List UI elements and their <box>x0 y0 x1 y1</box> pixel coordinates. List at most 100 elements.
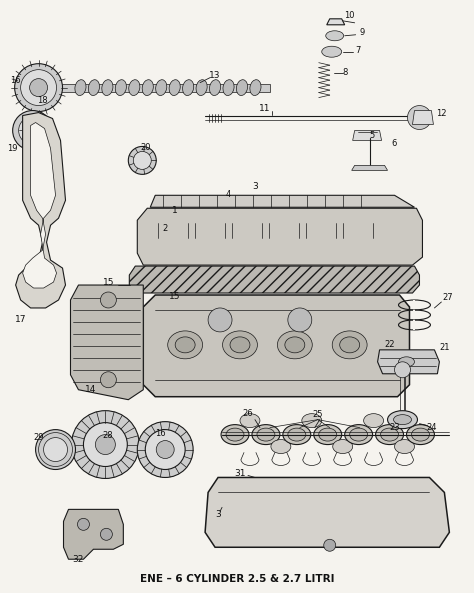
Text: 24: 24 <box>426 423 437 432</box>
Ellipse shape <box>175 337 195 353</box>
Circle shape <box>128 146 156 174</box>
Polygon shape <box>64 509 123 559</box>
Polygon shape <box>378 350 439 374</box>
Ellipse shape <box>223 79 234 95</box>
Polygon shape <box>413 320 416 330</box>
Circle shape <box>145 429 185 470</box>
Ellipse shape <box>350 428 368 441</box>
Circle shape <box>133 151 151 170</box>
Polygon shape <box>143 295 410 397</box>
Ellipse shape <box>399 357 414 367</box>
Ellipse shape <box>388 411 418 429</box>
Polygon shape <box>129 266 419 293</box>
Text: 4: 4 <box>226 190 231 199</box>
Text: 22: 22 <box>384 340 395 349</box>
Circle shape <box>100 292 116 308</box>
Ellipse shape <box>302 414 322 428</box>
Text: 10: 10 <box>345 11 355 20</box>
Ellipse shape <box>196 79 207 95</box>
Text: 7: 7 <box>355 46 360 55</box>
Text: 6: 6 <box>392 139 397 148</box>
Text: 1: 1 <box>173 206 178 215</box>
Ellipse shape <box>142 79 153 95</box>
Ellipse shape <box>115 79 127 95</box>
Ellipse shape <box>250 79 261 95</box>
Ellipse shape <box>326 31 344 41</box>
Polygon shape <box>413 300 416 310</box>
Text: 19: 19 <box>8 144 18 153</box>
Polygon shape <box>16 113 65 308</box>
Ellipse shape <box>88 79 100 95</box>
Ellipse shape <box>257 428 275 441</box>
Text: 26: 26 <box>243 409 253 418</box>
Text: 21: 21 <box>439 343 450 352</box>
Ellipse shape <box>271 439 291 454</box>
Circle shape <box>72 411 139 479</box>
Ellipse shape <box>237 79 247 95</box>
Ellipse shape <box>222 331 257 359</box>
Polygon shape <box>353 130 382 141</box>
Text: 11: 11 <box>259 104 271 113</box>
Polygon shape <box>150 195 414 208</box>
Text: 14: 14 <box>85 385 96 394</box>
Text: 2: 2 <box>163 224 168 232</box>
Ellipse shape <box>411 428 429 441</box>
Ellipse shape <box>283 425 311 445</box>
Circle shape <box>77 518 90 530</box>
Polygon shape <box>71 285 143 400</box>
Ellipse shape <box>407 425 434 445</box>
Polygon shape <box>58 84 270 91</box>
Circle shape <box>18 117 46 145</box>
Polygon shape <box>327 19 345 25</box>
Text: 29: 29 <box>33 433 44 442</box>
Ellipse shape <box>364 414 383 428</box>
Circle shape <box>208 308 232 332</box>
Text: 5: 5 <box>369 131 374 140</box>
Text: 17: 17 <box>15 315 27 324</box>
Text: 15: 15 <box>169 292 181 301</box>
Ellipse shape <box>394 439 414 454</box>
Text: 32: 32 <box>73 554 84 564</box>
Text: 28: 28 <box>102 431 113 440</box>
Ellipse shape <box>226 428 244 441</box>
Ellipse shape <box>314 425 342 445</box>
Ellipse shape <box>319 428 337 441</box>
Text: 20: 20 <box>140 143 151 152</box>
Ellipse shape <box>381 428 399 441</box>
Circle shape <box>15 63 63 111</box>
Ellipse shape <box>322 46 342 57</box>
Circle shape <box>137 422 193 477</box>
Circle shape <box>44 438 67 461</box>
Ellipse shape <box>375 425 403 445</box>
Circle shape <box>21 69 56 106</box>
Ellipse shape <box>252 425 280 445</box>
Text: 31: 31 <box>234 469 246 478</box>
Circle shape <box>394 362 410 378</box>
Polygon shape <box>205 477 449 547</box>
Ellipse shape <box>393 415 411 425</box>
Ellipse shape <box>332 331 367 359</box>
Ellipse shape <box>345 425 373 445</box>
Text: 16: 16 <box>155 429 165 438</box>
Text: 25: 25 <box>312 410 323 419</box>
Circle shape <box>288 308 312 332</box>
Circle shape <box>408 106 431 129</box>
Text: 9: 9 <box>359 28 364 37</box>
Polygon shape <box>412 110 433 125</box>
Text: 27: 27 <box>442 294 453 302</box>
Ellipse shape <box>340 337 360 353</box>
Circle shape <box>13 110 53 151</box>
Ellipse shape <box>277 331 312 359</box>
Text: 16: 16 <box>10 76 21 85</box>
Ellipse shape <box>182 79 194 95</box>
Circle shape <box>324 539 336 551</box>
Ellipse shape <box>288 428 306 441</box>
Text: 13: 13 <box>210 71 221 80</box>
Text: 3: 3 <box>252 182 258 191</box>
Text: 12: 12 <box>436 109 447 118</box>
Text: 18: 18 <box>37 96 48 105</box>
Text: 23: 23 <box>389 423 400 432</box>
Circle shape <box>29 79 47 97</box>
Polygon shape <box>413 310 416 320</box>
Ellipse shape <box>168 331 202 359</box>
